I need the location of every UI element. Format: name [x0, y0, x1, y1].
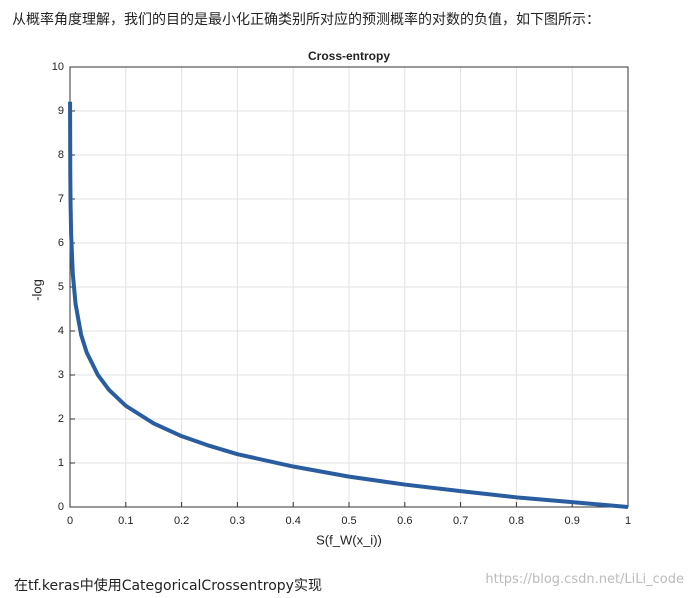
y-tick-label: 10 — [52, 61, 64, 73]
x-tick-label: 0 — [67, 515, 73, 527]
curve — [68, 101, 629, 509]
x-tick-label: 0.8 — [509, 515, 524, 527]
x-tick-label: 0.1 — [118, 515, 133, 527]
x-tick-label: 0.7 — [453, 515, 468, 527]
x-tick-label: 0.6 — [397, 515, 412, 527]
y-axis-label: -log — [29, 279, 44, 301]
y-tick-label: 7 — [58, 193, 64, 205]
plot-frame — [69, 66, 629, 508]
chart-title: Cross-entropy — [308, 49, 390, 63]
y-tick-label: 9 — [58, 105, 64, 117]
y-tick-label: 5 — [58, 281, 64, 293]
x-tick-label: 0.3 — [230, 515, 245, 527]
y-tick-label: 3 — [58, 369, 64, 381]
x-tick-label: 0.4 — [286, 515, 301, 527]
y-tick-label: 4 — [58, 325, 64, 337]
y-tick-label: 2 — [58, 413, 64, 425]
watermark: https://blog.csdn.net/LiLi_code — [485, 572, 684, 587]
y-tick-label: 0 — [58, 501, 64, 513]
x-tick-label: 0.5 — [341, 515, 356, 527]
footer-text: 在tf.keras中使用CategoricalCrossentropy实现 — [14, 578, 322, 594]
y-tick-label: 8 — [58, 149, 64, 161]
x-tick-label: 0.9 — [565, 515, 580, 527]
y-tick-label: 1 — [58, 457, 64, 469]
intro-text: 从概率角度理解，我们的目的是最小化正确类别所对应的预测概率的对数的负值，如下图所… — [12, 12, 600, 28]
x-tick-label: 1 — [625, 515, 631, 527]
x-axis-label: S(f_W(x_i)) — [316, 532, 382, 547]
x-tick-label: 0.2 — [174, 515, 189, 527]
y-tick-label: 6 — [58, 237, 64, 249]
